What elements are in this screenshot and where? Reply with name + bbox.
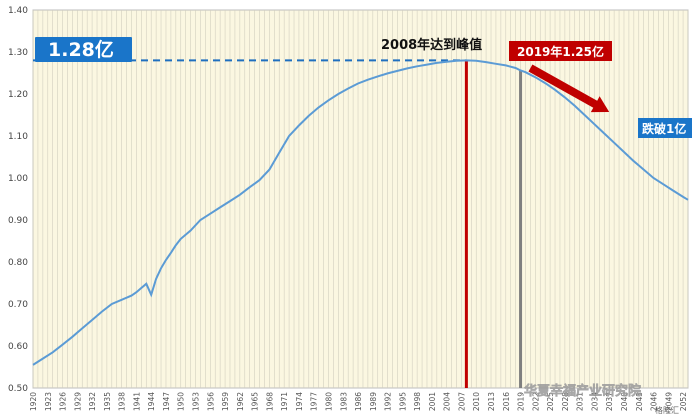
x-tick-label: 2004 bbox=[443, 392, 452, 411]
x-tick-label: 2028 bbox=[561, 392, 570, 411]
x-tick-label: 1944 bbox=[147, 392, 156, 411]
current-value-box: 2019年1.25亿 bbox=[509, 41, 612, 61]
x-tick-label: 2031 bbox=[576, 392, 585, 411]
x-tick-label: 1965 bbox=[251, 392, 260, 411]
y-axis-ticks: 0.50 0.60 0.70 0.80 0.90 1.00 1.10 1.20 1.30 1.40 bbox=[8, 6, 28, 394]
x-tick-label: 1971 bbox=[280, 392, 289, 411]
x-tick-label: 1998 bbox=[413, 392, 422, 411]
y-tick-label: 1.40 bbox=[8, 6, 28, 16]
peak-value-box: 1.28亿 bbox=[35, 37, 132, 62]
y-tick-label: 0.60 bbox=[8, 342, 28, 352]
x-tick-label: 2040 bbox=[620, 392, 629, 411]
x-tick-label: 1974 bbox=[295, 392, 304, 411]
forecast-box: 跌破1亿 bbox=[638, 118, 692, 138]
x-tick-label: 1956 bbox=[206, 392, 215, 411]
x-tick-label: 1980 bbox=[324, 392, 333, 411]
x-tick-label: 1923 bbox=[44, 392, 53, 411]
x-tick-label: 1932 bbox=[88, 392, 97, 411]
x-tick-label: 1926 bbox=[59, 392, 68, 411]
x-tick-label: 1935 bbox=[103, 392, 112, 411]
peak-label: 2008年达到峰值 bbox=[381, 37, 482, 53]
x-tick-label: 1977 bbox=[310, 392, 319, 411]
y-tick-label: 1.00 bbox=[8, 174, 28, 184]
x-tick-label: 2046 bbox=[650, 392, 659, 411]
x-tick-label: 2010 bbox=[472, 392, 481, 411]
x-tick-label: 1929 bbox=[73, 392, 82, 411]
watermark: 华夏幸福产业研究院 bbox=[524, 383, 641, 399]
x-tick-label: 1962 bbox=[236, 392, 245, 411]
x-tick-label: 1989 bbox=[369, 392, 378, 411]
x-tick-label: 2049 bbox=[664, 392, 673, 411]
current-value-label: 2019年1.25亿 bbox=[517, 44, 604, 59]
x-tick-label: 2034 bbox=[590, 392, 599, 411]
x-tick-label: 2022 bbox=[531, 392, 540, 411]
y-tick-label: 1.10 bbox=[8, 132, 28, 142]
x-tick-label: 1992 bbox=[384, 392, 393, 411]
y-tick-label: 1.20 bbox=[8, 90, 28, 100]
plot-background bbox=[32, 9, 689, 389]
x-tick-label: 2019 bbox=[517, 392, 526, 411]
x-tick-label: 1953 bbox=[192, 392, 201, 411]
x-tick-label: 2013 bbox=[487, 392, 496, 411]
forecast-label: 跌破1亿 bbox=[642, 121, 686, 136]
x-tick-label: 1983 bbox=[339, 392, 348, 411]
source-label: 格隆汇 bbox=[655, 405, 679, 415]
x-tick-label: 1920 bbox=[29, 392, 38, 411]
x-tick-label: 1968 bbox=[265, 392, 274, 411]
x-tick-label: 1938 bbox=[118, 392, 127, 411]
x-tick-label: 1950 bbox=[177, 392, 186, 411]
x-axis-ticks: 1920 1923 1926 1929 1932 1935 1938 1941 1944 1947… bbox=[29, 392, 688, 411]
x-tick-label: 2001 bbox=[428, 392, 437, 411]
y-tick-label: 0.80 bbox=[8, 258, 28, 268]
y-tick-label: 1.30 bbox=[8, 48, 28, 58]
x-tick-label: 2007 bbox=[457, 392, 466, 411]
x-tick-label: 1995 bbox=[398, 392, 407, 411]
population-line bbox=[32, 59, 689, 366]
y-tick-label: 0.90 bbox=[8, 216, 28, 226]
x-tick-label: 2037 bbox=[605, 392, 614, 411]
x-tick-label: 2043 bbox=[635, 392, 644, 411]
y-tick-label: 0.50 bbox=[8, 384, 28, 394]
y-tick-label: 0.70 bbox=[8, 300, 28, 310]
x-tick-label: 1941 bbox=[132, 392, 141, 411]
x-tick-label: 1959 bbox=[221, 392, 230, 411]
decline-arrow bbox=[528, 64, 610, 113]
x-tick-label: 2052 bbox=[679, 392, 688, 411]
x-tick-label: 1986 bbox=[354, 392, 363, 411]
x-tick-label: 1947 bbox=[162, 392, 171, 411]
x-tick-label: 2025 bbox=[546, 392, 555, 411]
peak-value-label: 1.28亿 bbox=[48, 38, 114, 61]
x-tick-label: 2016 bbox=[502, 392, 511, 411]
